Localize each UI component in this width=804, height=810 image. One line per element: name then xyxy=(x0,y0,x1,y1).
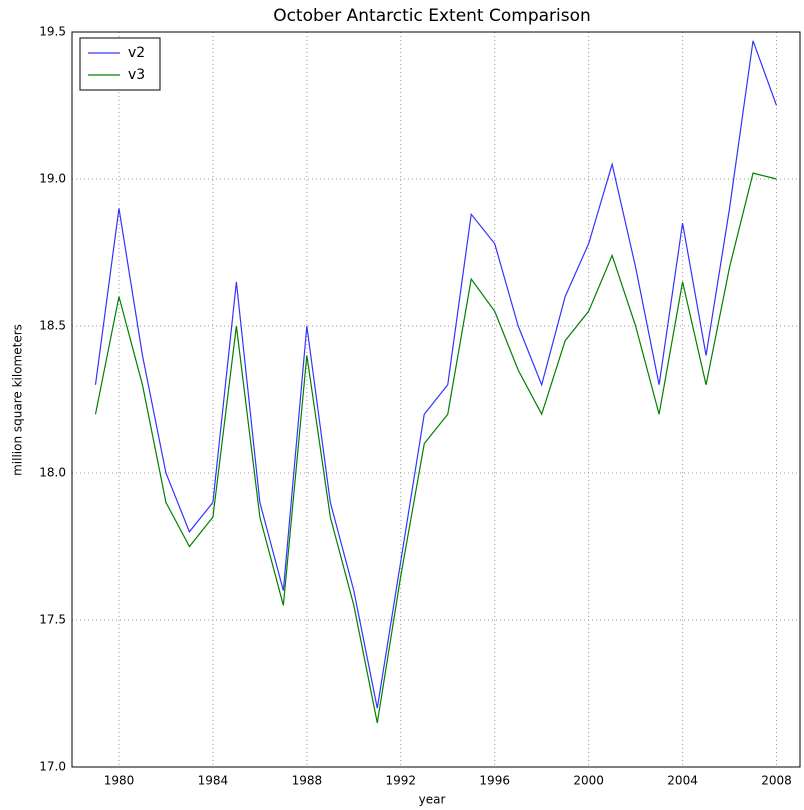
y-tick-label: 19.0 xyxy=(39,172,66,186)
x-tick-label: 2004 xyxy=(667,774,698,788)
series-line xyxy=(94,40,778,709)
y-tick-label: 19.5 xyxy=(39,25,66,39)
x-tick-label: 2000 xyxy=(573,774,604,788)
chart-title: October Antarctic Extent Comparison xyxy=(273,6,591,26)
y-tick-label: 17.0 xyxy=(39,760,66,774)
x-tick-label: 1992 xyxy=(386,774,417,788)
x-tick-label: 1980 xyxy=(104,774,135,788)
x-tick-label: 1988 xyxy=(292,774,323,788)
x-tick-label: 1984 xyxy=(198,774,229,788)
y-tick-label: 18.0 xyxy=(39,466,66,480)
x-axis-label: year xyxy=(419,793,446,807)
legend-label: v3 xyxy=(128,67,145,83)
y-axis-label: million square kilometers xyxy=(11,324,25,476)
plot-frame xyxy=(71,31,801,768)
y-tick-label: 18.5 xyxy=(39,319,66,333)
x-tick-label: 1996 xyxy=(479,774,510,788)
y-tick-label: 17.5 xyxy=(39,613,66,627)
legend-box xyxy=(79,37,161,91)
series-line xyxy=(94,172,777,724)
x-tick-label: 2008 xyxy=(761,774,792,788)
legend-label: v2 xyxy=(128,45,145,61)
